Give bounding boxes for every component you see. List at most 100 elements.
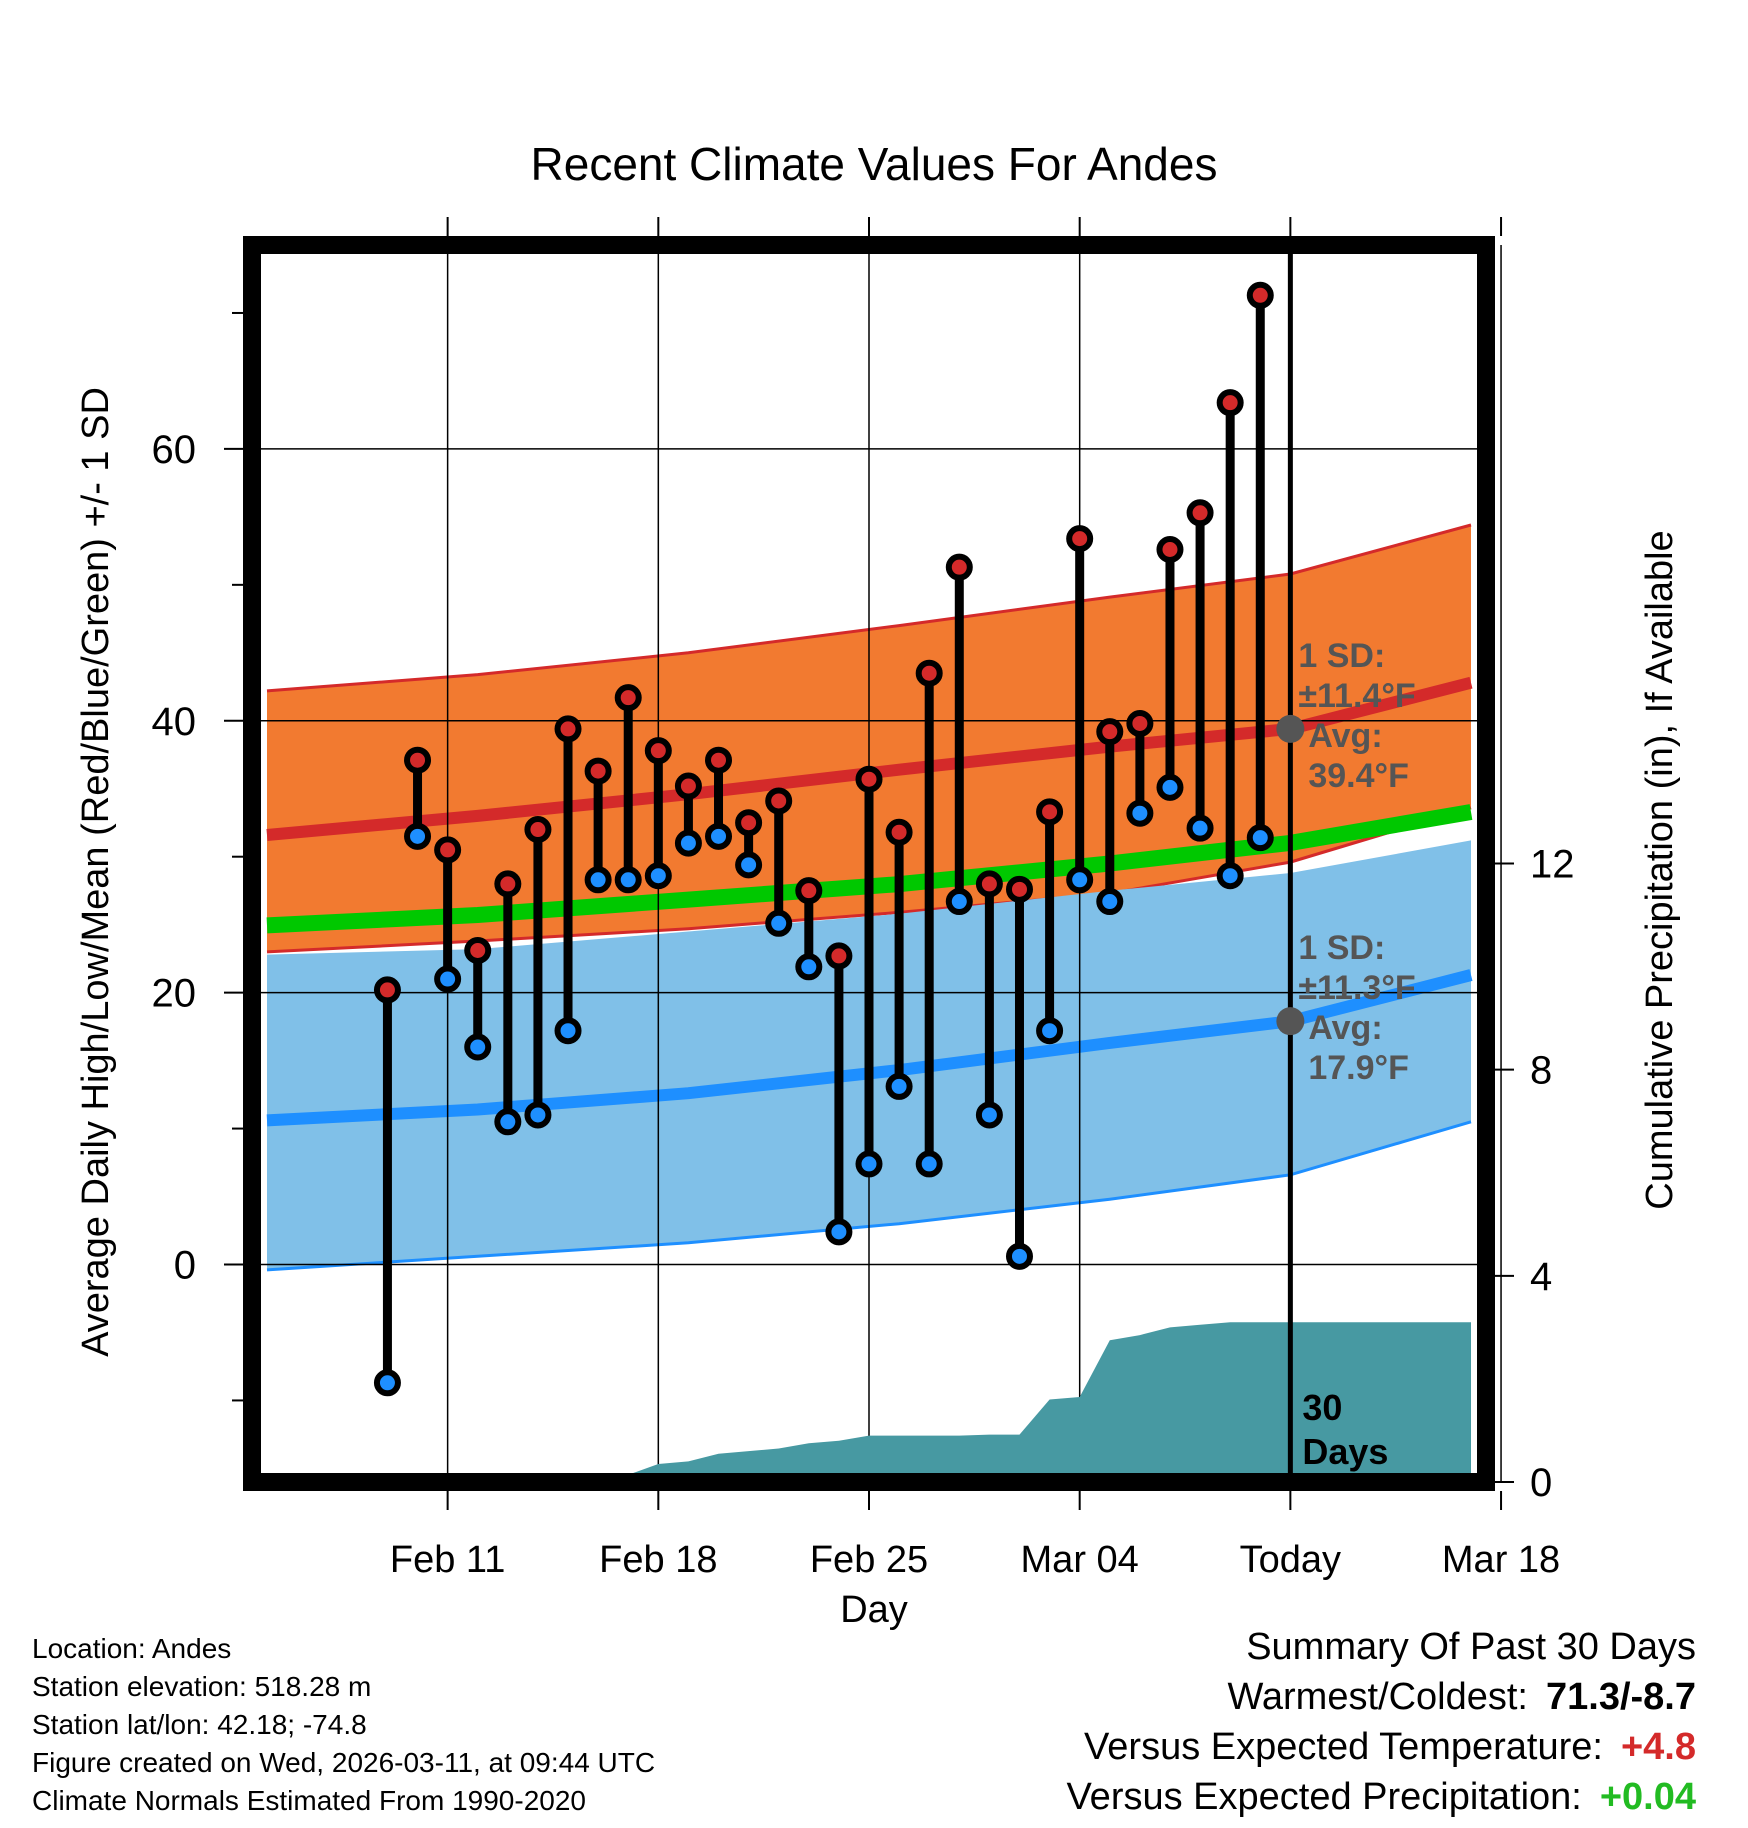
low-point	[735, 851, 763, 879]
precip-cumulative-area	[387, 1322, 1471, 1482]
low-point	[795, 953, 823, 981]
x-axis-label: Day	[840, 1589, 908, 1631]
high-point	[945, 553, 973, 581]
high-point	[1036, 798, 1064, 826]
summary-precip-row: Versus Expected Precipitation: +0.04	[1066, 1772, 1696, 1822]
low-point	[524, 1101, 552, 1129]
high-point	[1126, 709, 1154, 737]
x-tick-label: Mar 18	[1442, 1539, 1560, 1581]
y2-tick-label: 12	[1530, 843, 1575, 887]
footer-elevation: Station elevation: 518.28 m	[32, 1671, 372, 1702]
y-tick-label: 20	[152, 972, 197, 1016]
high-point	[855, 765, 883, 793]
low-point	[584, 866, 612, 894]
avg-label: Avg:	[1308, 717, 1382, 755]
x-tick-label: Mar 04	[1021, 1539, 1139, 1581]
low-point	[404, 822, 432, 850]
high-point	[373, 976, 401, 1004]
y2-tick-label: 0	[1530, 1461, 1552, 1505]
summary-temp-label: Versus Expected Temperature:	[1084, 1726, 1603, 1768]
sd-label: 1 SD:	[1298, 637, 1385, 675]
low-point	[915, 1150, 943, 1178]
avg-value: 39.4°F	[1308, 757, 1409, 795]
y2-axis-label: Cumulative Precipitation (in), If Availa…	[1639, 530, 1681, 1209]
high-point	[1066, 525, 1094, 553]
x-tick-label: Feb 25	[810, 1539, 928, 1581]
high-point	[674, 772, 702, 800]
low-point	[1246, 824, 1274, 852]
footer-location: Location: Andes	[32, 1633, 232, 1664]
low-point	[1066, 866, 1094, 894]
footer-latlon: Station lat/lon: 42.18; -74.8	[32, 1709, 367, 1740]
high-point	[1005, 875, 1033, 903]
high-point	[1216, 389, 1244, 417]
low-point	[765, 909, 793, 937]
low-point	[1096, 888, 1124, 916]
high-point	[524, 816, 552, 844]
high-point	[975, 870, 1003, 898]
y2-tick-label: 8	[1530, 1049, 1552, 1093]
y-axis-label: Average Daily High/Low/Mean (Red/Blue/Gr…	[75, 387, 117, 1357]
summary-warmest-value: 71.3/-8.7	[1546, 1676, 1696, 1718]
high-point	[554, 715, 582, 743]
plot-frame	[243, 236, 1495, 1491]
low-point	[494, 1108, 522, 1136]
x-tick-label: Feb 18	[599, 1539, 717, 1581]
avg-marker	[1276, 714, 1305, 743]
low-point	[674, 829, 702, 857]
high-point	[1156, 535, 1184, 563]
high-point	[434, 836, 462, 864]
high-point	[1246, 281, 1274, 309]
high-point	[825, 942, 853, 970]
high-point	[584, 757, 612, 785]
low-point	[945, 888, 973, 916]
y2-tick-label: 4	[1530, 1255, 1552, 1299]
low-point	[1036, 1017, 1064, 1045]
low-point	[825, 1218, 853, 1246]
summary-warmest-label: Warmest/Coldest:	[1227, 1676, 1528, 1718]
y-tick-label: 60	[152, 428, 197, 472]
high-point	[705, 746, 733, 774]
high-point	[494, 870, 522, 898]
high-point	[614, 684, 642, 712]
low-point	[885, 1072, 913, 1100]
low-point	[1126, 799, 1154, 827]
chart-title: Recent Climate Values For Andes	[531, 138, 1218, 190]
sd-value: ±11.4°F	[1298, 677, 1415, 715]
x-tick-label: Feb 11	[390, 1539, 505, 1581]
summary-panel: Summary Of Past 30 Days Warmest/Coldest:…	[1066, 1622, 1696, 1822]
high-point	[464, 936, 492, 964]
today-days-label: Days	[1302, 1431, 1388, 1472]
low-point	[1005, 1242, 1033, 1270]
today-days-number: 30	[1302, 1387, 1342, 1428]
low-point	[1216, 862, 1244, 890]
summary-precip-label: Versus Expected Precipitation:	[1066, 1776, 1582, 1818]
high-point	[644, 737, 672, 765]
low-point	[1156, 773, 1184, 801]
sd-label: 1 SD:	[1298, 929, 1385, 967]
avg-marker	[1276, 1007, 1305, 1036]
footer-normals: Climate Normals Estimated From 1990-2020	[32, 1785, 586, 1816]
high-point	[404, 746, 432, 774]
x-tick-label: Today	[1240, 1539, 1341, 1581]
high-point	[1186, 499, 1214, 527]
high-point	[1096, 718, 1124, 746]
footer-created: Figure created on Wed, 2026-03-11, at 09…	[32, 1747, 656, 1778]
summary-title: Summary Of Past 30 Days	[1246, 1626, 1696, 1668]
low-point	[705, 822, 733, 850]
low-point	[464, 1033, 492, 1061]
summary-temp-row: Versus Expected Temperature: +4.8	[1066, 1722, 1696, 1772]
high-point	[795, 877, 823, 905]
summary-temp-value: +4.8	[1620, 1726, 1696, 1768]
high-point	[765, 787, 793, 815]
low-point	[975, 1101, 1003, 1129]
y-tick-label: 0	[174, 1244, 196, 1288]
low-point	[373, 1369, 401, 1397]
high-point	[915, 659, 943, 687]
avg-label: Avg:	[1308, 1009, 1382, 1047]
high-point	[885, 818, 913, 846]
sd-value: ±11.3°F	[1298, 969, 1415, 1007]
low-point	[644, 862, 672, 890]
low-point	[434, 965, 462, 993]
